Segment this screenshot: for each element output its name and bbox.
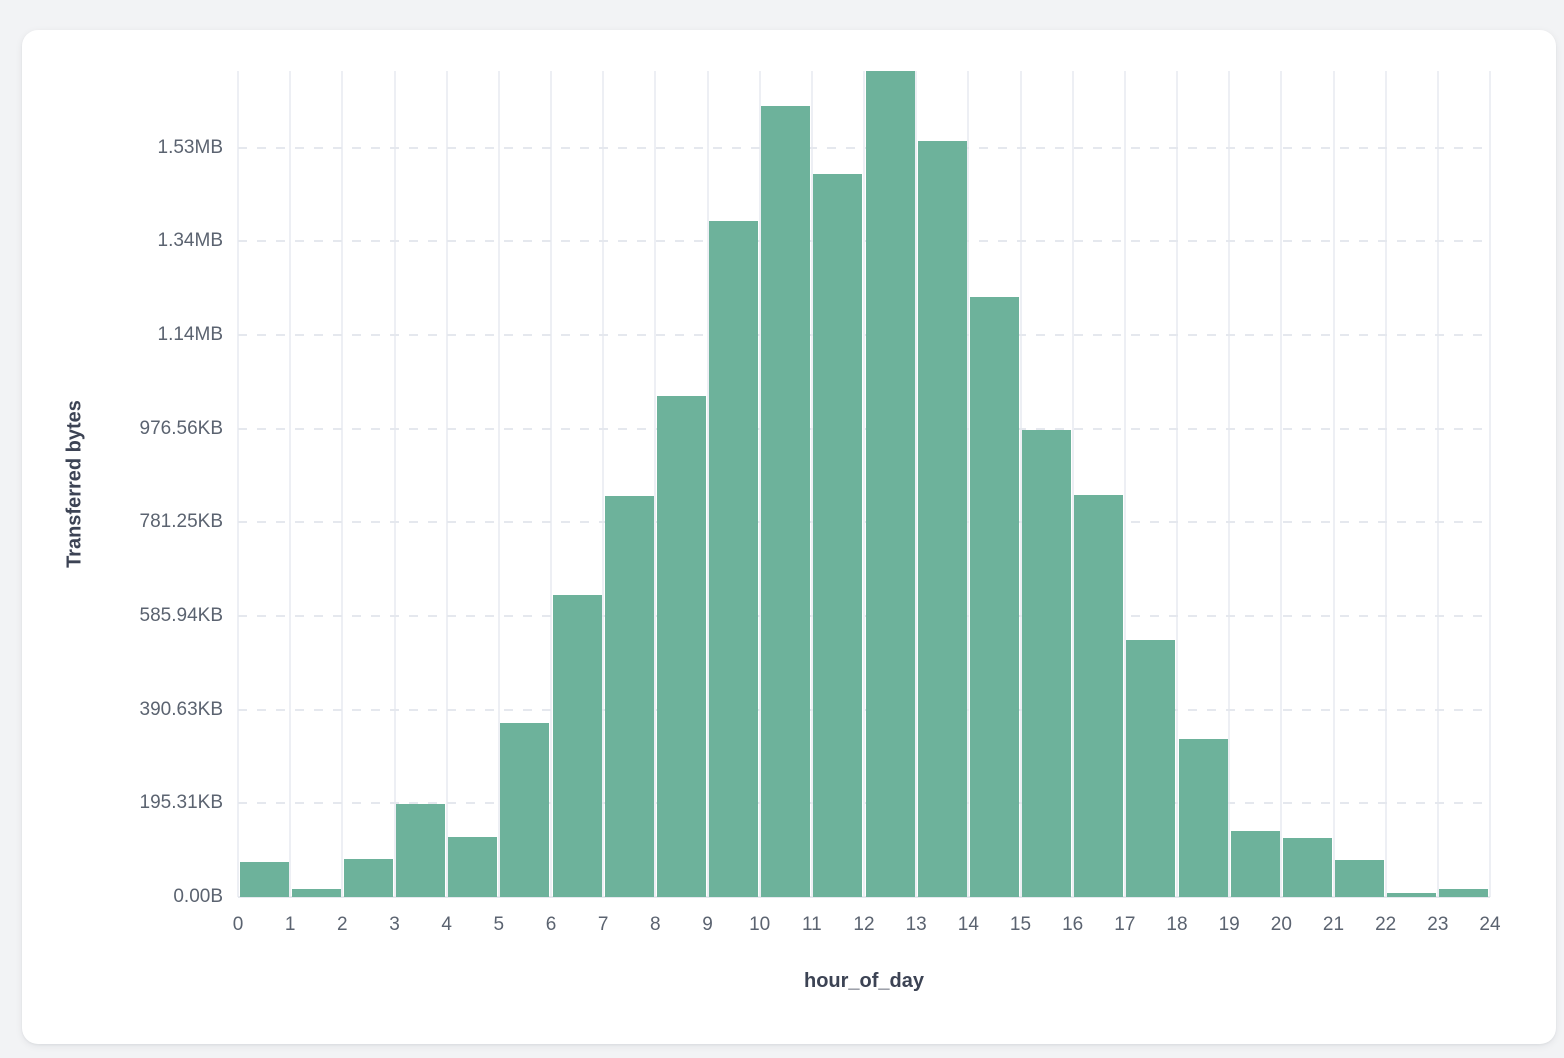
bar-hour-0[interactable] [239,862,289,897]
x-tick-label: 17 [1114,914,1136,935]
bar-hour-11[interactable] [813,174,863,897]
bar-hour-19[interactable] [1230,830,1280,897]
x-tick-label: 15 [1009,914,1032,935]
vertical-gridline [237,71,239,897]
bar-hour-15[interactable] [1022,429,1072,897]
x-tick-label: 3 [389,914,400,935]
vertical-gridline [289,71,292,897]
x-tick-label: 9 [702,914,713,935]
vertical-gridline [1071,71,1074,897]
vertical-gridline [602,71,605,897]
x-tick-label: 12 [853,914,875,935]
bar-hour-8[interactable] [656,396,706,897]
x-tick-label: 14 [957,914,979,935]
horizontal-gridline [238,427,1490,430]
y-tick-label: 781.25KB [139,511,223,533]
horizontal-gridline [238,521,1490,524]
vertical-gridline [967,71,970,897]
vertical-gridline [1176,71,1178,897]
vertical-gridline [341,71,344,897]
bar-hour-6[interactable] [552,594,602,897]
plot-area [237,71,1491,898]
x-tick-label: 7 [597,914,609,935]
x-tick-label: 24 [1479,914,1501,935]
x-tick-label: 16 [1062,914,1084,935]
x-tick-label: 8 [650,914,661,935]
vertical-gridline [1123,71,1126,897]
y-tick-label: 390.63KB [139,698,223,720]
vertical-gridline [1228,71,1231,897]
x-tick-label: 10 [749,914,771,935]
vertical-gridline [497,71,500,897]
y-tick-label: 1.34MB [157,230,223,252]
bar-hour-23[interactable] [1439,889,1489,897]
x-tick-label: 13 [905,914,927,935]
bar-hour-3[interactable] [396,804,446,897]
bar-hour-14[interactable] [969,297,1019,897]
bar-hour-18[interactable] [1178,739,1228,897]
horizontal-gridline [238,802,1490,805]
bar-chart: Transferred bytes 0.00B 195.31KB 390.63KB 5… [22,30,1556,1044]
vertical-gridline [445,71,448,897]
y-tick-label: 1.14MB [157,324,223,346]
vertical-gridline [1332,71,1335,897]
bar-hour-16[interactable] [1074,494,1124,897]
vertical-gridline [393,71,396,897]
x-tick-label: 19 [1218,914,1240,935]
vertical-gridline [1019,71,1022,897]
vertical-gridline [810,71,813,897]
x-axis-title: hour_of_day [803,970,925,992]
vertical-gridline [654,71,657,897]
vertical-gridline [1436,71,1439,897]
bar-hour-4[interactable] [448,837,498,897]
horizontal-gridline [238,708,1490,711]
bar-hour-7[interactable] [604,495,654,897]
bar-hour-12[interactable] [865,71,915,897]
x-tick-label: 0 [232,914,244,935]
bar-hour-2[interactable] [343,859,393,897]
vertical-gridline [706,71,709,897]
y-tick-label: 0.00B [173,886,223,907]
y-tick-label: 585.94KB [139,605,223,627]
vertical-gridline [863,71,865,897]
bar-hour-17[interactable] [1126,639,1176,897]
bar-hour-22[interactable] [1387,893,1437,897]
chart-card: Transferred bytes 0.00B 195.31KB 390.63KB 5… [22,30,1556,1044]
x-tick-label: 2 [337,914,348,935]
bar-hour-1[interactable] [291,889,341,897]
bar-hour-13[interactable] [917,141,967,897]
x-tick-label: 5 [493,914,505,935]
horizontal-gridline [238,240,1490,243]
horizontal-gridline [238,334,1490,337]
x-tick-label: 18 [1166,914,1188,935]
x-tick-label: 22 [1375,914,1397,935]
vertical-gridline [758,71,761,897]
baseline-gridline [238,896,1490,898]
bar-hour-9[interactable] [709,221,759,897]
x-tick-label: 1 [284,914,296,935]
x-tick-label: 4 [441,914,452,935]
bar-hour-20[interactable] [1282,837,1332,897]
y-tick-label: 1.53MB [157,136,223,158]
y-tick-label: 976.56KB [139,417,223,439]
horizontal-gridline [238,615,1490,618]
horizontal-gridline [238,146,1490,149]
bar-hour-21[interactable] [1335,860,1385,897]
y-tick-label: 195.31KB [139,792,223,814]
vertical-gridline [915,71,918,897]
vertical-gridline [1384,71,1387,897]
bar-hour-10[interactable] [761,106,811,897]
bar-hour-5[interactable] [500,723,550,897]
vertical-gridline [1280,71,1283,897]
vertical-gridline [550,71,552,897]
x-tick-label: 21 [1322,914,1345,935]
x-tick-label: 20 [1270,914,1292,935]
x-tick-label: 6 [545,914,557,935]
vertical-gridline [1489,71,1491,897]
x-tick-label: 11 [801,914,822,935]
x-tick-label: 23 [1427,914,1449,935]
